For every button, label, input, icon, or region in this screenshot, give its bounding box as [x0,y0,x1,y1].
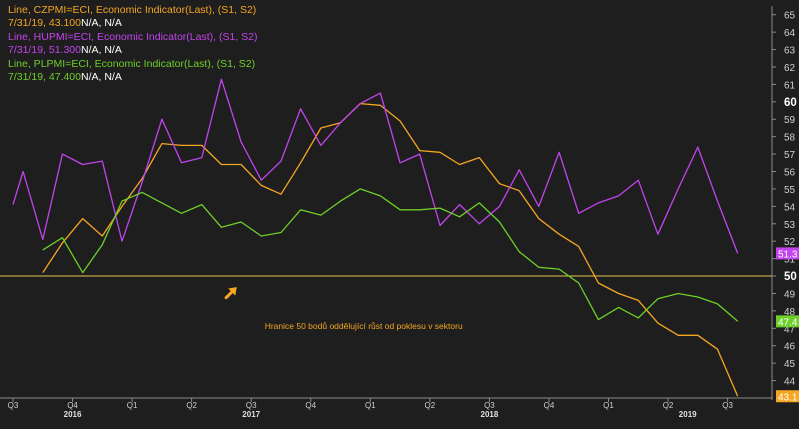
y-tick-label: 51 [784,255,796,266]
legend-plpmi-value-row: 7/31/19, 47.400N/A, N/A [8,71,257,84]
y-tick-label: 48 [784,307,796,318]
last-value-label-czpmi: 43.1 [778,392,798,403]
last-value-tag-plpmi [776,315,799,328]
y-tick-label: 63 [784,46,796,57]
legend-plpmi-name[interactable]: Line, PLPMI=ECI, Economic Indicator(Last… [8,57,256,70]
x-tick-label: Q3 [484,401,495,410]
legend-hupmi-value: 7/31/19, 51.300 [8,44,81,57]
y-tick-label: 57 [784,150,796,161]
legend-czpmi-name[interactable]: Line, CZPMI=ECI, Economic Indicator(Last… [8,4,257,16]
y-tick-label: 64 [784,28,796,39]
y-tick-label: 55 [784,185,796,196]
x-year-label: 2017 [242,410,260,419]
x-tick-label: Q3 [722,401,733,410]
y-tick-label: 54 [784,202,796,213]
x-year-label: 2019 [679,410,697,419]
series-line-plpmi [42,188,739,322]
x-axis-ticks: Q3 Q4 Q1 Q2 Q3 Q4 Q1 Q2 Q3 Q4 Q1 Q2 Q3 2016 2017 2018 20… [8,398,733,419]
x-tick-label: Q4 [544,401,555,410]
y-tick-label: 50 [784,271,797,283]
x-tick-label: Q3 [246,401,257,410]
y-tick-label: 49 [784,289,796,300]
x-tick-label: Q1 [365,401,376,410]
y-tick-label: 56 [784,168,796,179]
series-line-czpmi [42,102,739,397]
x-tick-label: Q2 [186,401,197,410]
series-group [12,78,739,397]
last-value-label-hupmi: 51.3 [778,249,798,260]
legend-plpmi-value: 7/31/19, 47.400 [8,71,81,84]
legend-czpmi-value: 7/31/19, 43.100 [8,17,81,30]
y-tick-label: 46 [784,342,796,353]
y-tick-label: 61 [784,80,796,91]
x-tick-label: Q4 [67,401,78,410]
series-line-hupmi [12,78,739,254]
annotations: Hranice 50 bodů oddělující růst od pokle… [224,287,463,331]
legend-czpmi-extra: N/A, N/A [80,17,122,30]
y-tick-label: 65 [784,11,796,22]
x-year-label: 2018 [481,410,499,419]
arrow-head [228,287,237,296]
y-tick-label: 62 [784,63,796,74]
legend: Line, CZPMI=ECI, Economic Indicator(Last… [8,4,257,84]
arrow-icon [224,287,237,300]
y-axis-ticks: 44 45 46 47 48 49 50 51 52 53 54 55 56 57 58 59 60 61 62 63… [772,11,797,388]
y-tick-label: 59 [784,115,796,126]
x-tick-label: Q2 [663,401,674,410]
last-value-tag-czpmi [776,390,799,403]
annotation-text: Hranice 50 bodů oddělující růst od pokle… [265,321,463,331]
y-tick-label: 47 [784,324,796,335]
x-tick-label: Q1 [603,401,614,410]
y-tick-label: 53 [784,220,796,231]
x-tick-label: Q3 [8,401,19,410]
y-tick-label: 52 [784,237,796,248]
last-value-label-plpmi: 47.4 [778,317,798,328]
x-tick-label: Q2 [425,401,436,410]
y-tick-label: 44 [784,377,796,388]
y-tick-label: 58 [784,133,796,144]
x-year-label: 2016 [64,410,82,419]
last-value-labels: 43.1 51.3 47.4 [776,247,799,403]
legend-plpmi-extra: N/A, N/A [80,71,122,84]
legend-czpmi-value-row: 7/31/19, 43.100N/A, N/A [8,17,257,30]
legend-hupmi-value-row: 7/31/19, 51.300N/A, N/A [8,44,257,57]
axes [0,6,773,400]
legend-hupmi-extra: N/A, N/A [80,44,122,57]
last-value-tag-hupmi [776,247,799,260]
y-tick-label: 45 [784,359,796,370]
x-tick-label: Q4 [305,401,316,410]
y-tick-label: 60 [784,97,797,109]
legend-hupmi-name[interactable]: Line, HUPMI=ECI, Economic Indicator(Last… [8,30,258,43]
x-tick-label: Q1 [127,401,138,410]
